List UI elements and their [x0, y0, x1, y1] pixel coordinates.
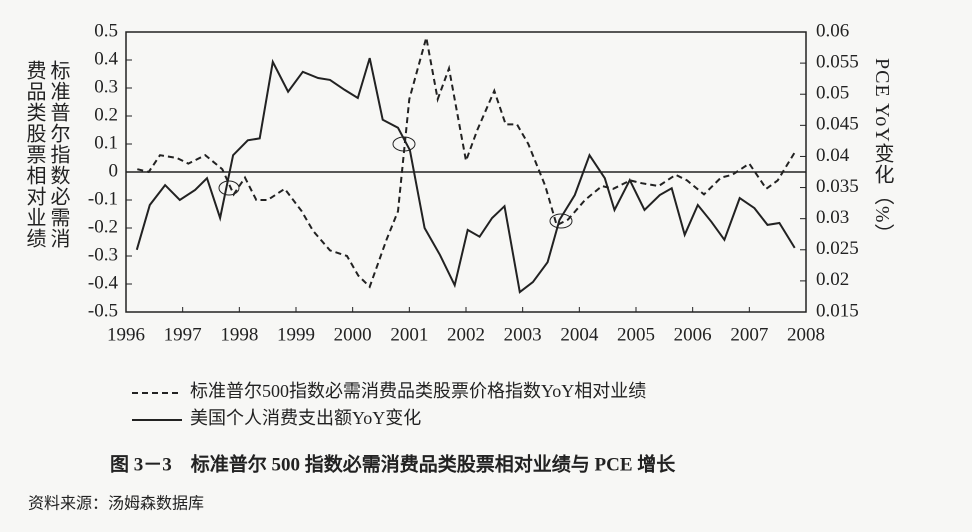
x-tick-label: 2002	[447, 324, 485, 345]
y2-tick-label: 0.05	[816, 83, 849, 104]
x-tick-label: 2008	[787, 324, 825, 345]
crossing-marker	[218, 180, 240, 196]
y2-tick-label: 0.06	[816, 20, 849, 41]
series-line	[135, 57, 796, 294]
y2-tick-label: 0.04	[816, 145, 850, 166]
x-tick-label: 2000	[334, 324, 372, 345]
x-tick-label: 1998	[220, 324, 258, 345]
x-tick-label: 2003	[504, 324, 542, 345]
y-tick-label: 0.5	[94, 20, 118, 41]
x-tick-label: 2007	[730, 324, 768, 345]
y-tick-label: 0	[109, 160, 119, 181]
y2-tick-label: 0.055	[816, 51, 859, 72]
x-tick-label: 2001	[390, 324, 428, 345]
x-tick-label: 2006	[674, 324, 712, 345]
y-tick-label: -0.1	[88, 188, 118, 209]
x-tick-label: 2004	[560, 324, 599, 345]
x-tick-label: 1996	[107, 324, 145, 345]
y-tick-label: -0.2	[88, 216, 118, 237]
y2-tick-label: 0.025	[816, 238, 859, 259]
source: 资料来源：汤姆森数据库	[28, 495, 204, 513]
legend-label: 标准普尔500指数必需消费品类股票价格指数YoY相对业绩	[190, 381, 646, 401]
x-tick-label: 1999	[277, 324, 315, 345]
y-tick-label: 0.2	[94, 104, 118, 125]
y-tick-label: -0.4	[88, 272, 119, 293]
y-tick-label: -0.5	[88, 300, 118, 321]
y2-tick-label: 0.03	[816, 207, 849, 228]
y-tick-label: 0.1	[94, 132, 118, 153]
y2-tick-label: 0.015	[816, 300, 859, 321]
y2-tick-label: 0.035	[816, 176, 859, 197]
caption: 图 3－3 标准普尔 500 指数必需消费品类股票相对业绩与 PCE 增长	[110, 452, 676, 475]
y2-axis-label: PCE YoY变化（%）	[871, 58, 893, 245]
y2-tick-label: 0.045	[816, 114, 859, 135]
y-axis-label: 标准普尔指数必需消费品类股票相对业绩	[23, 60, 69, 249]
x-tick-label: 2005	[617, 324, 655, 345]
crossing-marker	[549, 213, 573, 229]
legend-label: 美国个人消费支出额YoY变化	[190, 408, 421, 428]
y-tick-label: 0.3	[94, 76, 118, 97]
series-line	[137, 37, 796, 289]
y-tick-label: -0.3	[88, 244, 118, 265]
y2-tick-label: 0.02	[816, 269, 849, 290]
y-tick-label: 0.4	[94, 48, 118, 69]
x-tick-label: 1997	[164, 324, 202, 345]
